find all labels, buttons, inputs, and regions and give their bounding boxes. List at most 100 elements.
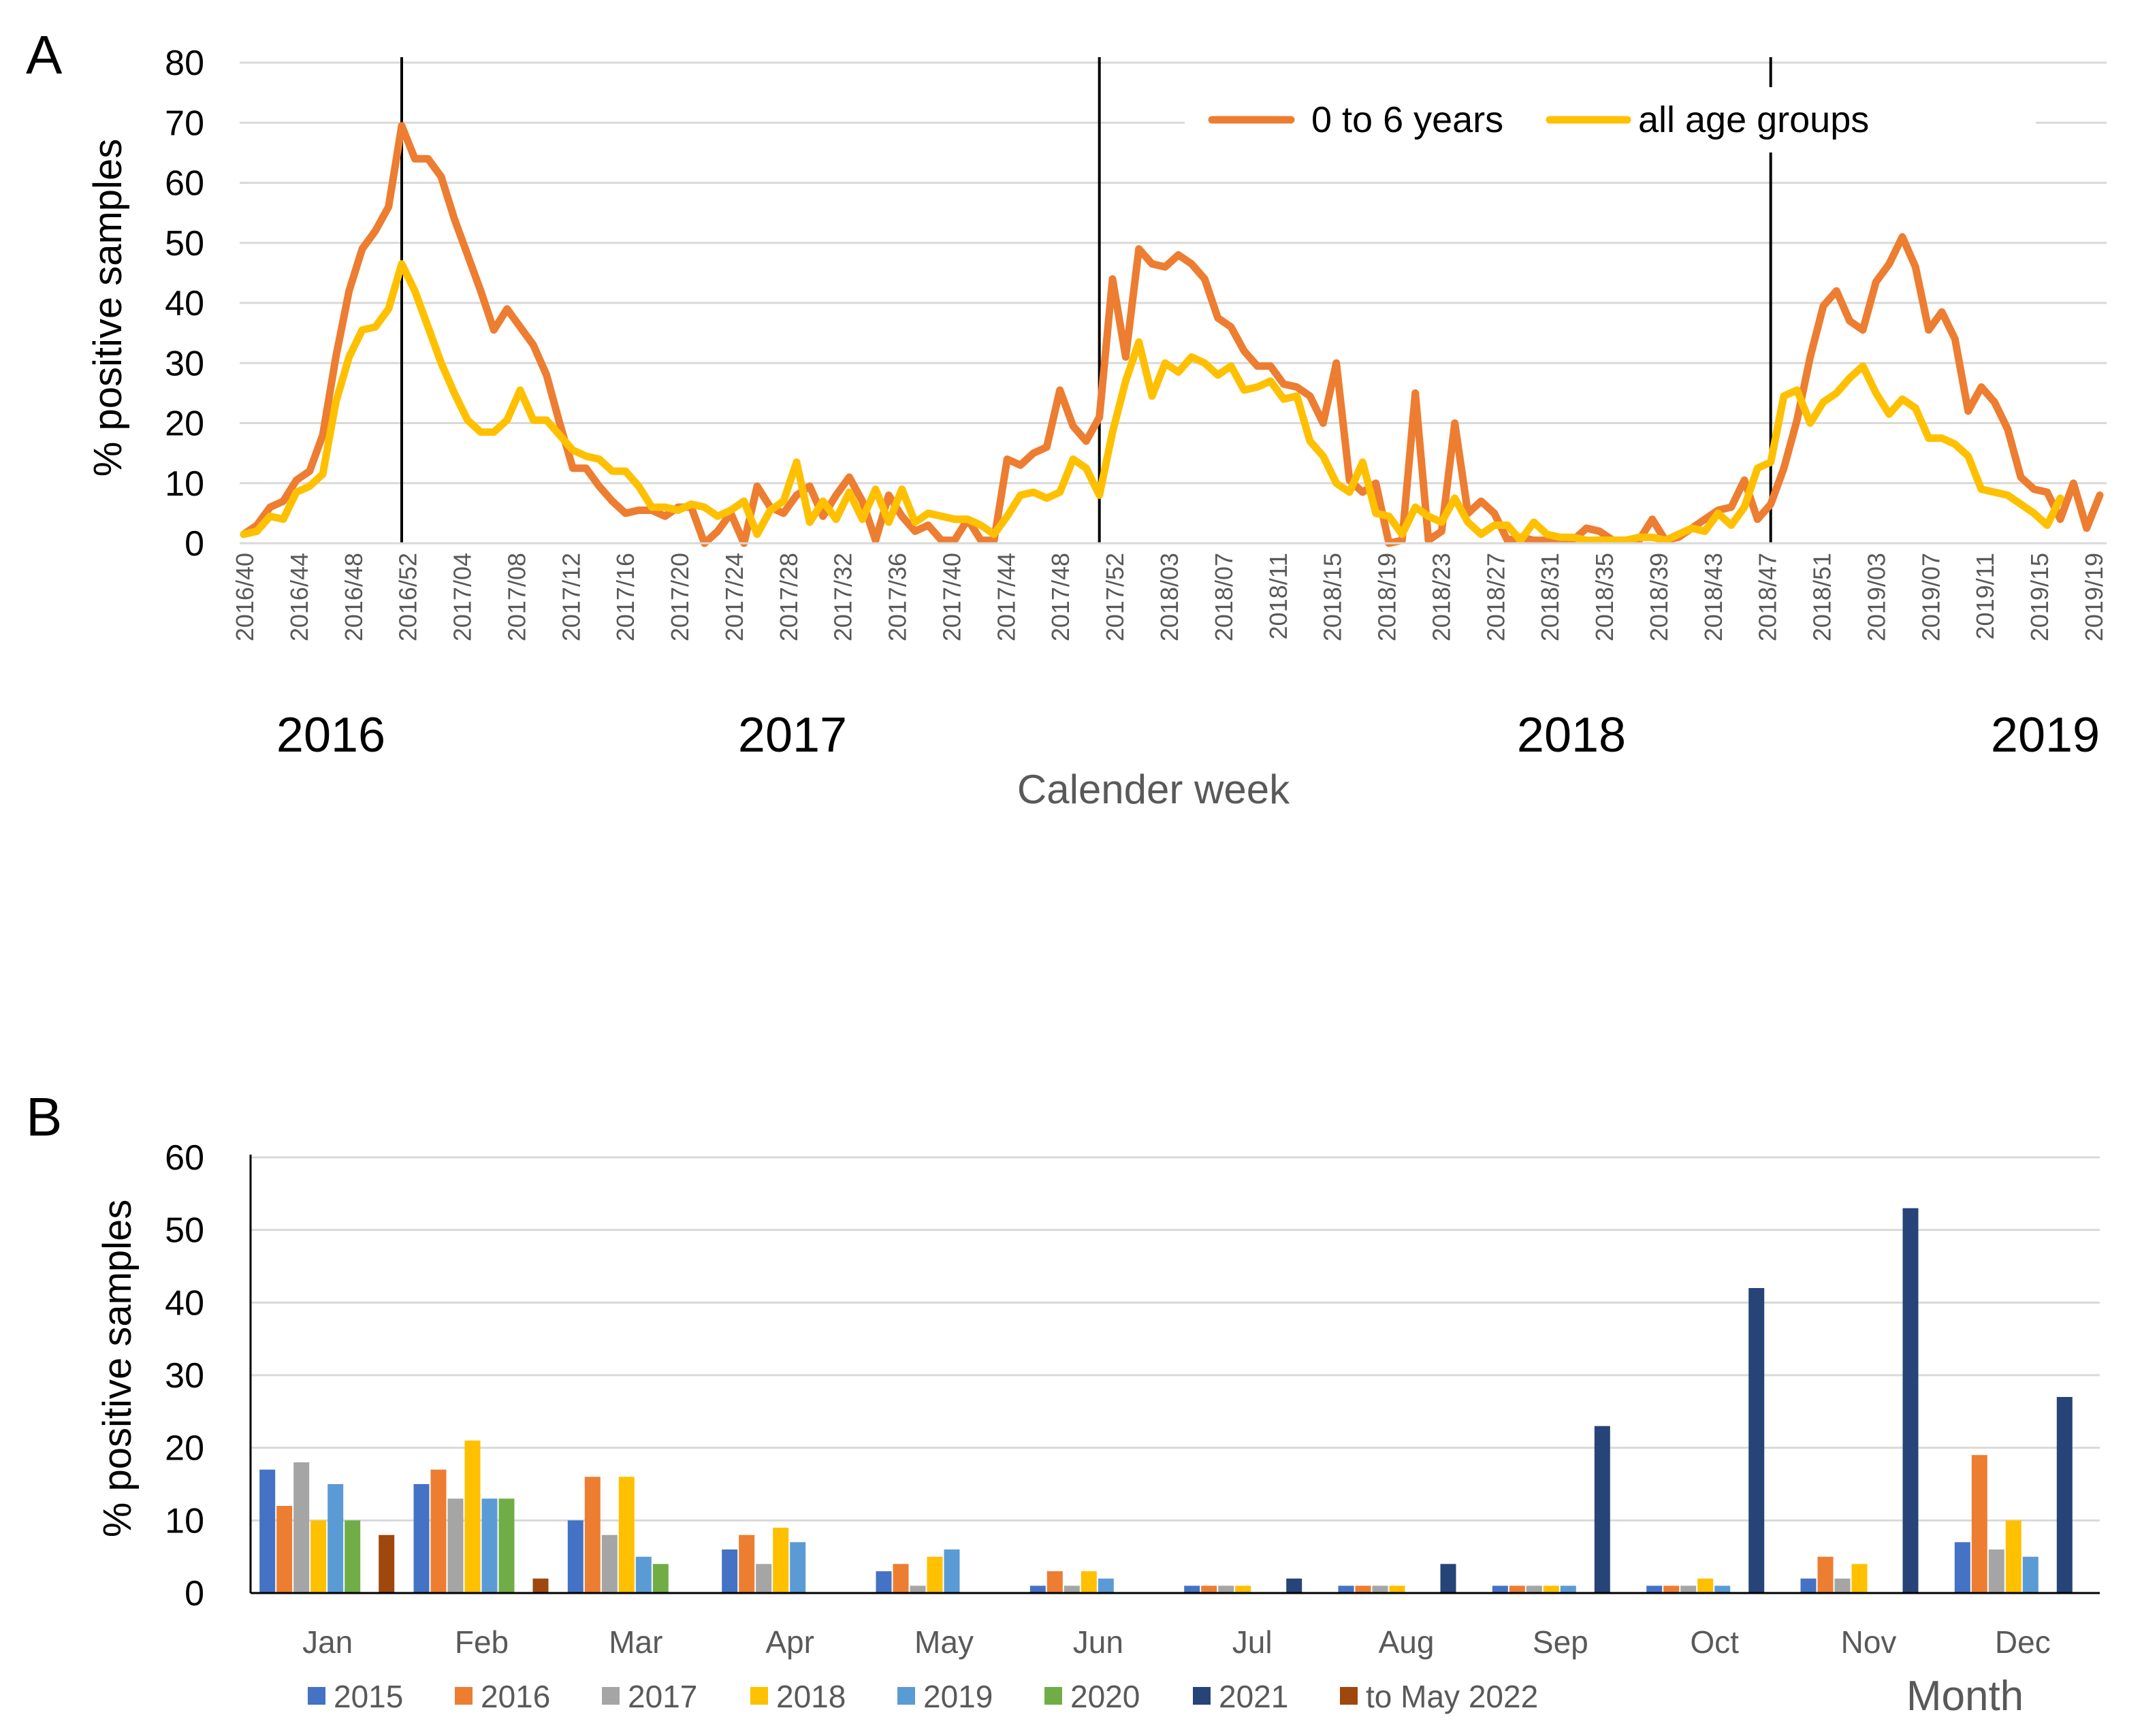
b-bar [1509, 1586, 1525, 1593]
b-y-axis-title: % positive samples [95, 1200, 140, 1537]
a-y-tick-label: 80 [165, 44, 204, 83]
b-bar [1098, 1578, 1114, 1593]
b-bar [1081, 1571, 1097, 1593]
b-bar [2005, 1520, 2021, 1593]
b-legend-swatch [1193, 1687, 1211, 1705]
b-y-tick-label: 30 [165, 1356, 204, 1396]
b-bar [1646, 1586, 1663, 1593]
a-x-tick-label: 2018/15 [1319, 553, 1347, 641]
a-x-tick-label: 2017/08 [502, 553, 530, 641]
b-bar [618, 1477, 635, 1593]
b-bar [893, 1564, 909, 1593]
a-x-tick-label: 2016/52 [394, 553, 422, 641]
b-y-tick-label: 20 [165, 1429, 204, 1468]
b-legend-swatch [455, 1687, 473, 1705]
a-y-tick-labels: 0 10 20 30 40 50 60 70 80 [165, 44, 204, 564]
a-year-label: 2017 [738, 708, 847, 762]
b-bar [790, 1542, 806, 1593]
b-bar [567, 1520, 584, 1593]
a-y-tick-label: 20 [165, 404, 204, 444]
bar-chart-panel-b: 0 10 20 30 40 50 60 Jan Feb Mar Apr May Jun Jul Aug Se… [95, 1138, 2100, 1720]
b-bar [1834, 1578, 1851, 1593]
a-y-tick-label: 70 [165, 103, 204, 143]
b-month-label: Sep [1533, 1624, 1588, 1660]
a-y-axis-title: % positive samples [86, 139, 130, 477]
a-x-tick-label: 2017/44 [992, 553, 1020, 641]
b-bar [1594, 1426, 1610, 1593]
b-bar [327, 1484, 344, 1593]
a-x-tick-label: 2017/52 [1101, 553, 1129, 641]
a-x-tick-label: 2017/28 [775, 553, 803, 641]
b-month-label: Nov [1841, 1624, 1897, 1660]
a-legend: 0 to 6 years all age groups [1185, 87, 2036, 152]
a-x-tick-label: 2019/11 [1971, 553, 1999, 639]
b-bar [584, 1477, 601, 1593]
b-bar [722, 1549, 738, 1593]
b-y-tick-labels: 0 10 20 30 40 50 60 [165, 1138, 204, 1613]
b-month-label: Jul [1232, 1624, 1273, 1660]
a-x-tick-label: 2017/36 [884, 553, 912, 641]
a-x-tick-label: 2018/35 [1590, 553, 1618, 641]
b-bar [1800, 1578, 1817, 1593]
b-bar [1560, 1586, 1576, 1593]
b-legend-swatch [1340, 1687, 1358, 1705]
b-month-label: Oct [1690, 1624, 1739, 1660]
b-bar [1286, 1578, 1302, 1593]
a-x-tick-label: 2018/19 [1373, 553, 1401, 641]
b-bar [481, 1498, 498, 1593]
b-bar [1748, 1288, 1765, 1593]
a-year-label: 2019 [1991, 708, 2100, 762]
b-legend-label: 2016 [481, 1679, 550, 1714]
a-x-tick-label: 2018/43 [1699, 553, 1727, 641]
a-x-tick-label: 2017/24 [720, 553, 748, 641]
b-bar [1543, 1586, 1559, 1593]
b-bar [1201, 1586, 1217, 1593]
b-bar [259, 1469, 276, 1593]
a-x-tick-label: 2017/32 [829, 553, 857, 641]
b-bar [1218, 1586, 1234, 1593]
a-x-tick-label: 2018/11 [1264, 553, 1292, 639]
b-y-tick-label: 50 [165, 1211, 204, 1251]
b-y-tick-label: 10 [165, 1501, 204, 1541]
b-y-tick-label: 40 [165, 1283, 204, 1323]
b-month-label: Jan [302, 1624, 353, 1660]
a-x-tick-label: 2016/48 [340, 553, 368, 641]
b-bar [944, 1549, 960, 1593]
a-x-tick-label: 2017/12 [557, 553, 585, 641]
b-bar [1372, 1586, 1388, 1593]
b-bar [1184, 1586, 1200, 1593]
b-bar [1954, 1542, 1970, 1593]
b-x-axis-title: Month [1906, 1673, 2024, 1720]
b-bar [413, 1484, 430, 1593]
b-bar [498, 1498, 515, 1593]
a-y-tick-label: 10 [165, 464, 204, 504]
b-bar [1902, 1208, 1919, 1593]
b-bar [635, 1556, 652, 1593]
a-x-tick-label: 2018/47 [1754, 553, 1782, 641]
b-bar [1988, 1549, 2004, 1593]
a-y-tick-label: 30 [165, 344, 204, 383]
b-bar [464, 1441, 481, 1593]
a-year-labels: 2016 2017 2018 2019 [276, 708, 2100, 762]
a-x-tick-label: 2018/39 [1645, 553, 1673, 641]
a-x-tick-labels: 2016/40 2016/44 2016/48 2016/52 2017/04 2017/… [231, 553, 2108, 641]
b-bar [310, 1520, 327, 1593]
b-legend-swatch [897, 1687, 915, 1705]
b-bar [927, 1556, 943, 1593]
b-bar [2056, 1397, 2073, 1593]
b-bar [739, 1534, 755, 1593]
b-legend-label: 2019 [923, 1679, 993, 1714]
b-bar [1817, 1556, 1834, 1593]
b-month-label: Mar [609, 1624, 662, 1660]
b-month-labels: Jan Feb Mar Apr May Jun Jul Aug Sep Oct Nov Dec [302, 1624, 2051, 1660]
a-year-label: 2016 [276, 708, 385, 762]
b-bar [1355, 1586, 1371, 1593]
a-legend-label-all-ages: all age groups [1638, 99, 1869, 140]
b-bar [447, 1498, 464, 1593]
a-x-axis-title: Calender week [1017, 767, 1290, 812]
a-x-tick-label: 2017/04 [449, 553, 477, 641]
b-bar [876, 1571, 892, 1593]
b-bar [1971, 1455, 1987, 1593]
b-month-label: Jun [1073, 1624, 1123, 1660]
